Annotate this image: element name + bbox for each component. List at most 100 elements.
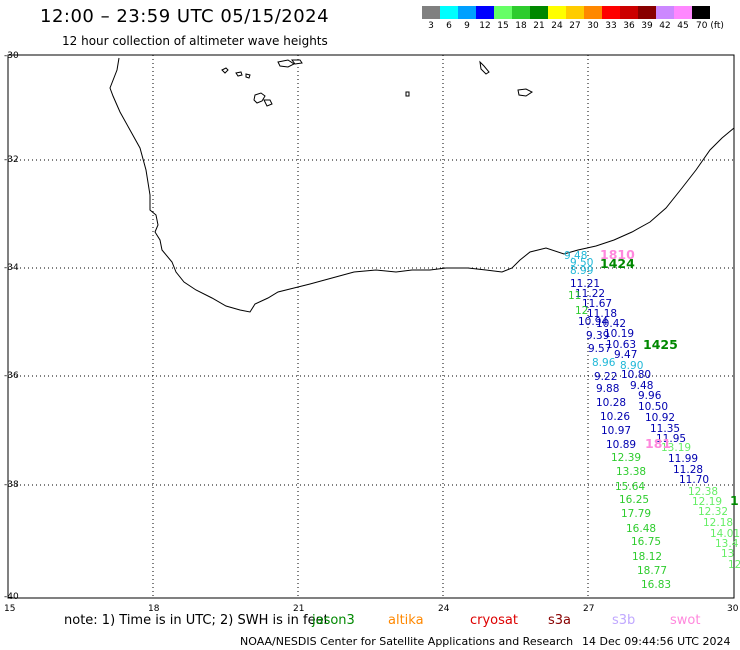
lon-label: 24 <box>438 604 450 614</box>
color-swatch <box>674 6 692 19</box>
wave-height-label: 12.39 <box>611 452 641 464</box>
wave-height-label: 12.18 <box>703 517 733 529</box>
color-scale-label: 42 <box>659 21 671 31</box>
map-frame <box>7 54 735 599</box>
units-note: note: 1) Time is in UTC; 2) SWH is in fe… <box>64 613 329 628</box>
color-scale-label: 15 <box>497 21 509 31</box>
coastline <box>109 57 735 313</box>
pass-time-label: 1424 <box>600 256 635 271</box>
wave-height-label: 11.22 <box>575 288 605 300</box>
color-scale-label: 39 <box>641 21 653 31</box>
wave-height-label: 8.90 <box>620 360 643 372</box>
pass-time-label: 181 <box>645 436 671 451</box>
wave-height-label: 10.63 <box>606 339 636 351</box>
color-swatch <box>548 6 566 19</box>
color-scale-label: 12 <box>479 21 491 31</box>
wave-height-label: 16.25 <box>619 494 649 506</box>
wave-height-label: 11 <box>568 290 581 302</box>
wave-height-label: 13.4 <box>715 538 739 550</box>
lon-label: 30 <box>727 604 739 614</box>
wave-height-label: 12.19 <box>692 496 722 508</box>
wave-height-label: 9.96 <box>638 390 662 402</box>
color-scale-label: 9 <box>464 21 470 31</box>
color-scale-label: 3 <box>428 21 434 31</box>
wave-height-label: 8.96 <box>592 357 616 369</box>
wave-height-label: 12.32 <box>698 506 728 518</box>
wave-height-label: 9.22 <box>594 371 617 383</box>
color-scale-label: 33 <box>605 21 617 31</box>
map-title: 12:00 – 23:59 UTC 05/15/2024 <box>40 6 330 27</box>
wave-height-label: 14.01 <box>710 528 740 540</box>
color-swatch <box>692 6 710 19</box>
wave-height-label: 11.35 <box>650 423 680 435</box>
wave-height-label: 9.39 <box>586 330 609 342</box>
wave-height-label: 11.21 <box>570 278 600 290</box>
legend-s3a: s3a <box>548 613 572 628</box>
wave-height-label: 13.19 <box>661 442 691 454</box>
wave-height-label: 9.50 <box>570 257 593 269</box>
color-swatch <box>602 6 620 19</box>
islands <box>221 59 533 107</box>
color-scale-label: 21 <box>533 21 545 31</box>
color-swatch <box>422 6 440 19</box>
lon-label: 27 <box>583 604 595 614</box>
wave-height-label: 9.48 <box>630 380 653 392</box>
wave-height-label: 10.42 <box>596 318 626 330</box>
wave-height-label: 11.99 <box>668 453 698 465</box>
legend-cryosat: cryosat <box>470 613 518 628</box>
legend-swot: swot <box>670 613 701 628</box>
color-scale-label: 70 (ft) <box>696 21 724 31</box>
wave-height-label: 10.94 <box>578 316 608 328</box>
wave-height-label: 10.28 <box>596 397 626 409</box>
wave-height-label: 10.26 <box>600 411 630 423</box>
color-swatch <box>512 6 530 19</box>
wave-height-label: 17.79 <box>621 508 651 520</box>
wave-height-label: 15.64 <box>615 481 645 493</box>
wave-height-label: 9.47 <box>614 349 637 361</box>
color-swatch <box>494 6 512 19</box>
pass-time-label: 1810 <box>600 247 635 262</box>
wave-height-label: 18.77 <box>637 565 667 577</box>
wave-height-label: 11.95 <box>656 433 686 445</box>
wave-height-label: 16.83 <box>641 579 671 591</box>
color-scale-label: 36 <box>623 21 635 31</box>
wave-height-label: 10.97 <box>601 425 631 437</box>
lon-label: 15 <box>4 604 16 614</box>
wave-height-label: 10.89 <box>606 439 636 451</box>
color-swatch <box>530 6 548 19</box>
wave-height-label: 9.88 <box>596 383 619 395</box>
pass-time-label: 1425 <box>643 337 678 352</box>
color-swatch <box>656 6 674 19</box>
color-swatch <box>584 6 602 19</box>
color-scale-label: 18 <box>515 21 527 31</box>
lat-label: -34 <box>4 263 19 273</box>
lat-label: -30 <box>4 51 19 61</box>
wave-height-label: 10.80 <box>621 369 651 381</box>
legend-s3b: s3b <box>612 613 636 628</box>
color-scale-label: 27 <box>569 21 581 31</box>
color-scale-label: 6 <box>446 21 452 31</box>
wave-height-label: 11.18 <box>587 308 617 320</box>
pass-time-label: 1 <box>730 493 739 508</box>
wave-height-label: 10.50 <box>638 401 668 413</box>
wave-height-label: 9.48 <box>564 250 587 262</box>
lon-label: 18 <box>148 604 160 614</box>
lat-label: -38 <box>4 480 19 490</box>
color-swatch <box>458 6 476 19</box>
lat-label: -32 <box>4 155 19 165</box>
legend-altika: altika <box>388 613 424 628</box>
wave-height-label: 18.12 <box>632 551 662 563</box>
wave-height-label: 10.19 <box>604 328 634 340</box>
color-scale-label: 24 <box>551 21 563 31</box>
generated-timestamp: 14 Dec 09:44:56 UTC 2024 <box>582 635 731 648</box>
altimeter-tracks: 11.2111.2211.6711.1810.9410.429.3910.191… <box>564 250 740 591</box>
wave-height-label: 11.28 <box>673 464 703 476</box>
wave-height-label: 10.92 <box>645 412 675 424</box>
color-swatch <box>440 6 458 19</box>
lat-label: -40 <box>4 592 19 602</box>
graticule <box>8 55 734 598</box>
wave-height-label: 12.38 <box>688 486 718 498</box>
wave-height-label: 16.75 <box>631 536 661 548</box>
